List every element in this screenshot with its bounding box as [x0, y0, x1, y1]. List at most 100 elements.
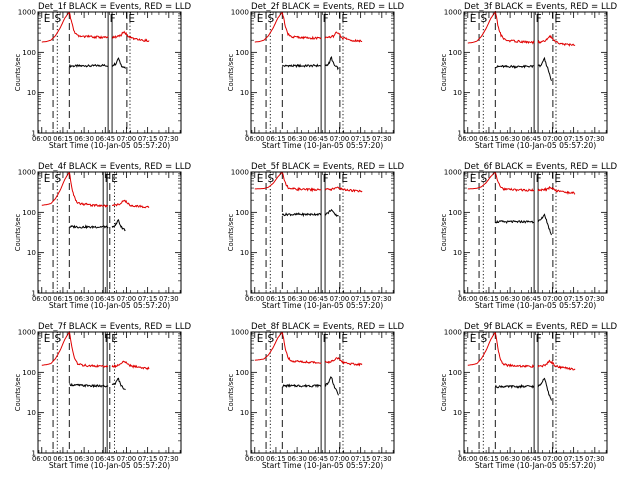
x-tick-label: 07:00 [117, 135, 137, 143]
x-tick-label: 06:45 [95, 135, 115, 143]
event-annotation: F [323, 173, 329, 185]
x-axis-label: Start Time (10-Jan-05 05:57:20) [475, 141, 596, 150]
event-annotation: E [470, 173, 477, 185]
event-annotation: F [323, 333, 329, 345]
series-events-line [111, 218, 126, 232]
y-tick-label: 100 [22, 208, 36, 217]
series-events-line [495, 219, 535, 225]
plot-frame [250, 171, 395, 294]
y-tick-label: 1000 [231, 168, 250, 177]
y-tick-label: 10 [240, 408, 250, 417]
event-annotation: S [481, 173, 488, 185]
panel-det-2: Det_2f BLACK = Events, RED = LLD 1 10 100 10… [227, 2, 405, 150]
series-lld-line [112, 199, 150, 209]
y-tick-label: 100 [448, 208, 462, 217]
series-lld-line [537, 34, 576, 47]
x-axis-label: Start Time (10-Jan-05 05:57:20) [475, 461, 596, 470]
series-lld-line [68, 331, 109, 368]
x-tick-label: 06:15 [479, 295, 499, 303]
x-tick-label: 06:30 [74, 295, 94, 303]
x-tick-label: 06:30 [500, 455, 520, 463]
x-tick-label: 06:00 [245, 295, 265, 303]
event-annotation: E [554, 173, 561, 185]
event-annotation: F [536, 173, 542, 185]
x-axis-label: Start Time (10-Jan-05 05:57:20) [262, 301, 383, 310]
y-tick-label: 1 [457, 289, 462, 298]
x-tick-label: 07:15 [351, 295, 371, 303]
y-tick-label: 1000 [444, 168, 463, 177]
y-axis-label: Counts/sec [440, 54, 448, 92]
series-lld-line [494, 10, 535, 45]
y-tick-label: 10 [27, 248, 37, 257]
x-tick-label: 06:15 [479, 135, 499, 143]
y-tick-label: 1 [244, 449, 249, 458]
event-annotation: S [268, 333, 275, 345]
x-tick-label: 07:15 [138, 295, 158, 303]
y-axis-label: Counts/sec [14, 54, 22, 92]
x-tick-label: 06:00 [32, 135, 52, 143]
y-tick-label: 100 [22, 48, 36, 57]
x-tick-label: 06:00 [458, 135, 478, 143]
series-lld-line [467, 171, 496, 190]
x-tick-label: 07:30 [159, 295, 179, 303]
series-lld-line [41, 11, 70, 43]
series-lld-line [281, 331, 322, 365]
x-tick-label: 07:00 [543, 135, 563, 143]
x-tick-label: 06:00 [458, 295, 478, 303]
x-tick-label: 07:15 [564, 135, 584, 143]
y-tick-label: 1 [244, 129, 249, 138]
y-tick-label: 10 [240, 88, 250, 97]
panel-title: Det_5f BLACK = Events, RED = LLD [251, 162, 405, 172]
x-tick-label: 07:00 [330, 135, 350, 143]
series-events-line [495, 64, 535, 69]
event-annotation: F [536, 333, 542, 345]
series-events-line [324, 376, 339, 396]
panel-title: Det_9f BLACK = Events, RED = LLD [464, 322, 618, 332]
event-annotation: E [341, 13, 348, 25]
x-tick-label: 06:30 [287, 295, 307, 303]
y-axis-label: Counts/sec [440, 374, 448, 412]
series-lld-line [254, 331, 283, 361]
x-tick-label: 06:30 [287, 455, 307, 463]
series-lld-line [111, 360, 150, 371]
event-annotation: E [257, 13, 264, 25]
x-axis-label: Start Time (10-Jan-05 05:57:20) [49, 301, 170, 310]
plot-frame [250, 11, 395, 134]
x-tick-label: 06:45 [95, 455, 115, 463]
x-tick-label: 07:15 [564, 455, 584, 463]
event-annotation: F [105, 173, 111, 185]
x-tick-label: 07:15 [564, 295, 584, 303]
x-tick-label: 06:45 [308, 295, 328, 303]
x-tick-label: 06:45 [521, 455, 541, 463]
panel-title: Det_3f BLACK = Events, RED = LLD [464, 2, 618, 12]
y-tick-label: 10 [453, 88, 463, 97]
series-lld-line [324, 31, 363, 43]
x-tick-label: 07:00 [330, 455, 350, 463]
y-tick-label: 1 [244, 289, 249, 298]
y-tick-label: 1000 [231, 8, 250, 17]
series-lld-line [467, 331, 496, 366]
plot-frame [463, 331, 608, 454]
x-tick-label: 06:45 [308, 135, 328, 143]
x-tick-label: 06:00 [32, 455, 52, 463]
series-events-line [282, 383, 322, 389]
x-tick-label: 07:15 [351, 135, 371, 143]
series-lld-line [68, 171, 109, 208]
series-events-line [281, 212, 322, 218]
x-tick-label: 07:15 [351, 455, 371, 463]
event-annotation: E [470, 333, 477, 345]
plot-frame [37, 11, 182, 134]
x-tick-label: 06:00 [245, 135, 265, 143]
series-events-line [537, 213, 552, 236]
x-tick-label: 07:30 [372, 135, 392, 143]
panel-title: Det_6f BLACK = Events, RED = LLD [464, 162, 618, 172]
event-annotation: E [554, 13, 561, 25]
series-lld-line [68, 11, 109, 40]
x-tick-label: 06:30 [74, 135, 94, 143]
event-annotation: E [44, 333, 51, 345]
y-tick-label: 1 [31, 289, 36, 298]
x-axis-label: Start Time (10-Jan-05 05:57:20) [49, 461, 170, 470]
x-axis-label: Start Time (10-Jan-05 05:57:20) [262, 141, 383, 150]
event-annotation: S [268, 13, 275, 25]
